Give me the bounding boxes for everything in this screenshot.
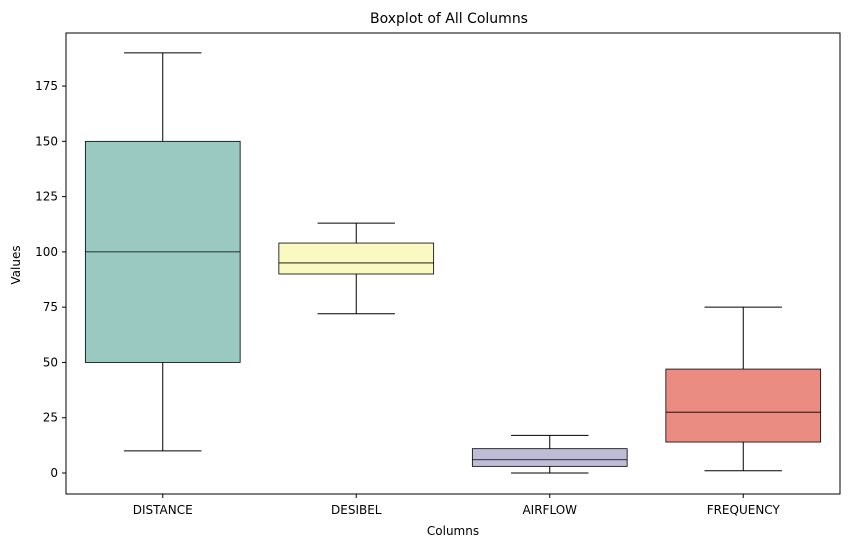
- y-tick-label: 25: [43, 411, 58, 425]
- y-tick-label: 150: [35, 134, 58, 148]
- y-axis-label: Values: [9, 245, 23, 284]
- x-tick-label: FREQUENCY: [707, 503, 781, 517]
- x-axis-label: Columns: [427, 524, 479, 538]
- y-tick-label: 75: [43, 300, 58, 314]
- box-frequency: [665, 368, 822, 443]
- y-tick-label: 125: [35, 190, 58, 204]
- x-tick-label: DISTANCE: [133, 503, 193, 517]
- x-tick-label: AIRFLOW: [522, 503, 577, 517]
- box-desibel: [278, 242, 435, 275]
- box-airflow: [471, 448, 628, 467]
- y-tick-label: 175: [35, 79, 58, 93]
- chart-title: Boxplot of All Columns: [370, 11, 528, 27]
- y-tick-label: 0: [50, 466, 58, 480]
- plot-frame: [65, 32, 841, 495]
- y-tick-label: 100: [35, 245, 58, 259]
- x-tick-label: DESIBEL: [331, 503, 382, 517]
- plot-area: 0 25 50 75 100 125 150 175 DISTANCE DESIBEL AIRFLO…: [35, 32, 841, 517]
- y-tick-label: 50: [43, 355, 58, 369]
